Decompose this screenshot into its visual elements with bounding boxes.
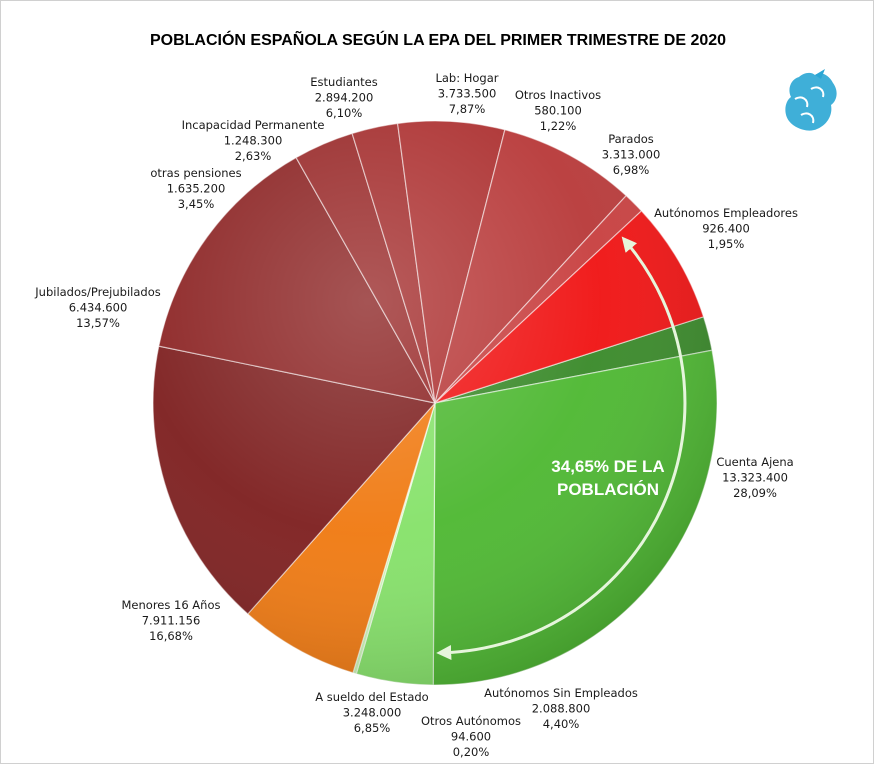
slice-label-percent: 1,22%	[540, 119, 577, 133]
callout-arrow	[436, 236, 687, 661]
slice-label-value: 13.323.400	[722, 471, 788, 485]
slice-label-name: Otros Inactivos	[515, 88, 601, 102]
slice-label-name: Lab: Hogar	[435, 71, 498, 85]
slice-label-percent: 1,95%	[708, 237, 745, 251]
slice-label-percent: 6,85%	[354, 721, 391, 735]
callout-line-1: 34,65% DE LA	[551, 457, 664, 476]
slice-label-value: 1.635.200	[167, 182, 226, 196]
slice-labels: Autónomos Empleadores 926.400 1,95% Cuenta …	[34, 71, 798, 759]
slice-label-percent: 3,45%	[178, 197, 215, 211]
slice-label: Menores 16 Años 7.911.156 16,68%	[122, 598, 221, 643]
slice-label: otras pensiones 1.635.200 3,45%	[150, 166, 241, 211]
slice-label-name: Menores 16 Años	[122, 598, 221, 612]
slice-label: Cuenta Ajena 13.323.400 28,09%	[716, 455, 793, 500]
slice-label-percent: 16,68%	[149, 629, 193, 643]
slice-label-name: Otros Autónomos	[421, 714, 521, 728]
slice-label: Autónomos Empleadores 926.400 1,95%	[654, 206, 798, 251]
slice-label-percent: 0,20%	[453, 745, 490, 759]
slice-label-name: A sueldo del Estado	[315, 690, 428, 704]
slice-label-value: 580.100	[534, 104, 582, 118]
slice-label: Lab: Hogar 3.733.500 7,87%	[435, 71, 498, 116]
slice-label-name: Estudiantes	[310, 75, 377, 89]
slice-label: Estudiantes 2.894.200 6,10%	[310, 75, 377, 120]
slice-label: Otros Autónomos 94.600 0,20%	[421, 714, 521, 759]
slice-label-percent: 13,57%	[76, 316, 120, 330]
slice-label-name: Jubilados/Prejubilados	[34, 285, 160, 299]
slice-label-value: 926.400	[702, 222, 750, 236]
slice-label: Otros Inactivos 580.100 1,22%	[515, 88, 601, 133]
slice-label-percent: 6,10%	[326, 106, 363, 120]
slice-label: A sueldo del Estado 3.248.000 6,85%	[315, 690, 428, 735]
pie-slices	[152, 120, 718, 686]
slice-label-value: 3.313.000	[602, 148, 661, 162]
slice-label: Incapacidad Permanente 1.248.300 2,63%	[182, 118, 325, 163]
slice-label-percent: 4,40%	[543, 717, 580, 731]
slice-label-percent: 2,63%	[235, 149, 272, 163]
slice-label-name: Autónomos Empleadores	[654, 206, 798, 220]
slice-label-percent: 28,09%	[733, 486, 777, 500]
slice-label-name: Autónomos Sin Empleados	[484, 686, 638, 700]
slice-label-value: 6.434.600	[69, 301, 128, 315]
slice-label-name: Cuenta Ajena	[716, 455, 793, 469]
pie-slice-cuenta-ajena	[432, 349, 718, 686]
slice-label-value: 2.088.800	[532, 702, 591, 716]
slice-label-value: 94.600	[451, 730, 491, 744]
callout-line-2: POBLACIÓN	[557, 480, 659, 499]
slice-label-percent: 7,87%	[449, 102, 486, 116]
slice-label-name: otras pensiones	[150, 166, 241, 180]
slice-label: Parados 3.313.000 6,98%	[602, 132, 661, 177]
chart-title: POBLACIÓN ESPAÑOLA SEGÚN LA EPA DEL PRIM…	[150, 29, 726, 49]
slice-label-value: 1.248.300	[224, 134, 283, 148]
griffin-logo-icon	[785, 69, 837, 131]
slice-label-name: Incapacidad Permanente	[182, 118, 325, 132]
slice-label-value: 2.894.200	[315, 91, 374, 105]
slice-label: Jubilados/Prejubilados 6.434.600 13,57%	[34, 285, 160, 330]
slice-label-value: 3.248.000	[343, 706, 402, 720]
slice-label-value: 3.733.500	[438, 87, 497, 101]
slice-label: Autónomos Sin Empleados 2.088.800 4,40%	[484, 686, 638, 731]
slice-label-percent: 6,98%	[613, 163, 650, 177]
slice-label-name: Parados	[608, 132, 654, 146]
slice-label-value: 7.911.156	[142, 614, 201, 628]
